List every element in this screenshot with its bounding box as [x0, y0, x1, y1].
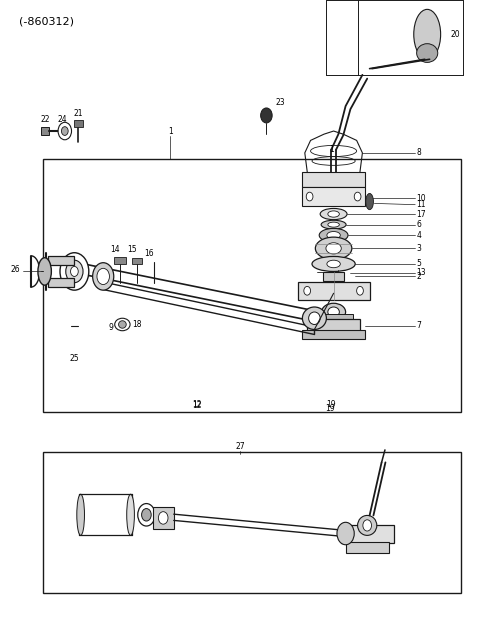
Ellipse shape [309, 312, 320, 324]
Text: 16: 16 [144, 250, 154, 258]
Ellipse shape [38, 258, 51, 285]
Bar [302, 172, 365, 187]
Ellipse shape [142, 509, 151, 521]
Ellipse shape [58, 122, 72, 140]
Ellipse shape [326, 243, 341, 254]
Ellipse shape [328, 307, 339, 317]
Bar [41, 127, 49, 135]
Text: 1: 1 [168, 127, 173, 135]
Text: 4: 4 [416, 231, 421, 240]
Ellipse shape [366, 193, 373, 210]
Bar [153, 507, 174, 529]
Text: 12: 12 [192, 400, 202, 409]
Text: 27: 27 [235, 442, 245, 451]
Text: (-860312): (-860312) [19, 17, 74, 27]
Text: 22: 22 [41, 115, 50, 124]
Text: 7: 7 [416, 321, 421, 330]
Bar [48, 278, 74, 287]
Text: 9: 9 [109, 323, 114, 332]
Text: 13: 13 [416, 268, 426, 277]
Ellipse shape [60, 253, 89, 290]
Ellipse shape [61, 127, 68, 135]
Text: 12: 12 [192, 401, 202, 410]
Text: 19: 19 [325, 404, 335, 413]
Ellipse shape [328, 211, 339, 217]
Text: 25: 25 [70, 354, 79, 363]
Bar [43, 159, 461, 412]
Ellipse shape [115, 318, 130, 331]
Ellipse shape [312, 256, 355, 271]
Text: 21: 21 [73, 109, 83, 118]
Ellipse shape [138, 504, 155, 526]
Bar [48, 256, 74, 265]
Bar [314, 314, 353, 319]
Bar [341, 525, 394, 543]
Text: 26: 26 [11, 265, 20, 274]
Ellipse shape [261, 108, 272, 123]
Text: 1: 1 [329, 145, 334, 154]
Ellipse shape [71, 266, 78, 276]
Ellipse shape [327, 260, 340, 268]
Bar [323, 272, 344, 281]
Bar [74, 120, 83, 127]
Bar [302, 187, 365, 206]
Text: 14: 14 [110, 245, 120, 254]
Bar [132, 258, 142, 264]
Ellipse shape [327, 232, 340, 239]
Text: 5: 5 [416, 260, 421, 268]
Text: 15: 15 [127, 245, 137, 254]
Ellipse shape [319, 228, 348, 242]
Ellipse shape [414, 9, 441, 59]
Ellipse shape [321, 220, 346, 229]
Ellipse shape [354, 192, 361, 201]
Text: 11: 11 [416, 200, 426, 209]
Ellipse shape [322, 303, 346, 321]
Ellipse shape [417, 44, 438, 62]
Text: 10: 10 [416, 194, 426, 203]
Ellipse shape [302, 307, 326, 329]
Bar [302, 330, 365, 339]
Bar [114, 257, 126, 264]
Text: 8: 8 [416, 149, 421, 157]
Ellipse shape [97, 268, 109, 285]
Ellipse shape [306, 192, 313, 201]
Bar [307, 319, 360, 332]
Text: 19: 19 [326, 400, 336, 409]
Ellipse shape [158, 512, 168, 524]
Text: 3: 3 [416, 244, 421, 253]
Text: 18: 18 [132, 320, 142, 329]
Text: 17: 17 [416, 210, 426, 218]
Ellipse shape [304, 286, 311, 295]
Bar [298, 282, 370, 300]
Ellipse shape [77, 494, 84, 535]
Ellipse shape [127, 494, 134, 535]
Text: 24: 24 [58, 115, 67, 124]
Ellipse shape [66, 260, 83, 283]
Bar [43, 452, 461, 593]
Ellipse shape [337, 522, 354, 545]
Text: 23: 23 [275, 99, 285, 107]
Text: 6: 6 [416, 220, 421, 229]
Text: 20: 20 [450, 30, 460, 39]
Ellipse shape [357, 286, 363, 295]
Ellipse shape [93, 263, 114, 290]
Ellipse shape [363, 520, 372, 531]
Ellipse shape [315, 237, 352, 260]
Ellipse shape [320, 208, 347, 220]
Text: 2: 2 [416, 272, 421, 281]
Ellipse shape [328, 222, 339, 227]
Ellipse shape [119, 321, 126, 328]
Ellipse shape [358, 515, 377, 535]
Bar [346, 542, 389, 553]
